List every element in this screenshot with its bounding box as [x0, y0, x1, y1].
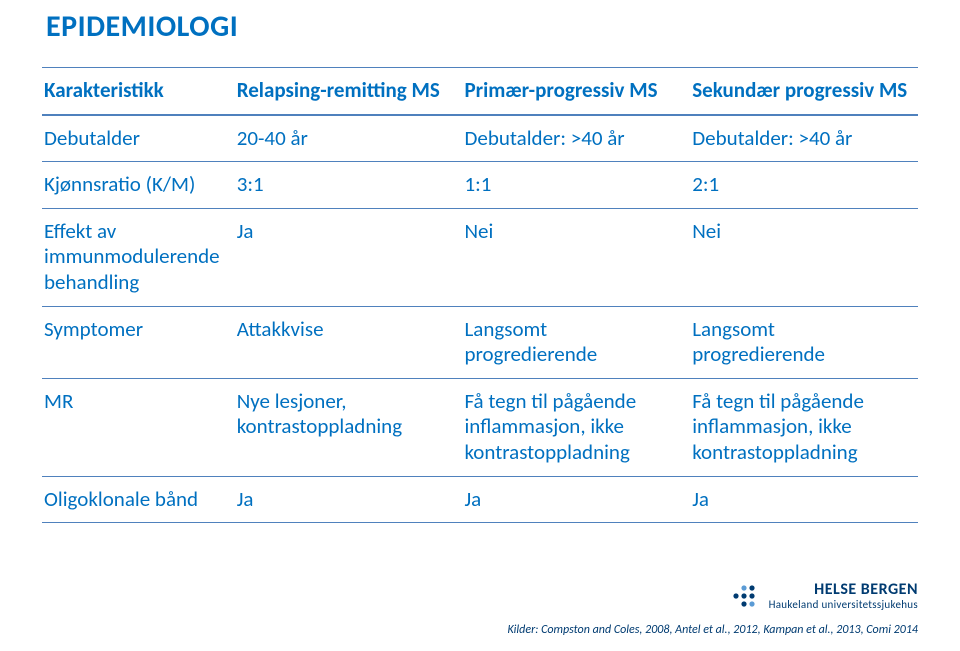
table-row: MR Nye lesjoner, kontrastoppladning Få t… [42, 378, 918, 476]
helse-bergen-logo: HELSE BERGEN Haukeland universitetssjuke… [729, 582, 918, 610]
cell: Ja [690, 476, 918, 523]
cell: 2:1 [690, 162, 918, 209]
table-header-row: Karakteristikk Relapsing-remitting MS Pr… [42, 68, 918, 115]
col-header: Primær-progressiv MS [462, 68, 690, 115]
cell: Nei [690, 208, 918, 306]
table-row: Oligoklonale bånd Ja Ja Ja [42, 476, 918, 523]
table-row: Symptomer Attakkvise Langsomt progredier… [42, 306, 918, 378]
table-row: Effekt av immunmodulerende behandling Ja… [42, 208, 918, 306]
cell: Kjønnsratio (K/M) [42, 162, 235, 209]
epidemiology-table: Karakteristikk Relapsing-remitting MS Pr… [42, 67, 918, 523]
col-header: Karakteristikk [42, 68, 235, 115]
cell: Langsomt progredierende [690, 306, 918, 378]
cell: Ja [235, 476, 463, 523]
cell: Nye lesjoner, kontrastoppladning [235, 378, 463, 476]
logo-sub-text: Haukeland universitetssjukehus [769, 599, 918, 611]
cell: Symptomer [42, 306, 235, 378]
cell: Få tegn til pågående inflammasjon, ikke … [690, 378, 918, 476]
cell: Ja [462, 476, 690, 523]
cell: Debutalder: >40 år [690, 115, 918, 162]
table-row: Debutalder 20-40 år Debutalder: >40 år D… [42, 115, 918, 162]
logo-main-text: HELSE BERGEN [769, 582, 918, 599]
cell: 20-40 år [235, 115, 463, 162]
cell: Ja [235, 208, 463, 306]
page-title: EPIDEMIOLOGI [46, 8, 918, 45]
logo-dots-icon [729, 584, 759, 608]
table-row: Kjønnsratio (K/M) 3:1 1:1 2:1 [42, 162, 918, 209]
cell: Debutalder [42, 115, 235, 162]
cell: Debutalder: >40 år [462, 115, 690, 162]
cell: 1:1 [462, 162, 690, 209]
cell: Oligoklonale bånd [42, 476, 235, 523]
cell: Nei [462, 208, 690, 306]
cell: Attakkvise [235, 306, 463, 378]
col-header: Sekundær progressiv MS [690, 68, 918, 115]
cell: 3:1 [235, 162, 463, 209]
cell: Langsomt progredierende [462, 306, 690, 378]
col-header: Relapsing-remitting MS [235, 68, 463, 115]
cell: Få tegn til pågående inflammasjon, ikke … [462, 378, 690, 476]
cell: MR [42, 378, 235, 476]
cell: Effekt av immunmodulerende behandling [42, 208, 235, 306]
citation-text: Kilder: Compston and Coles, 2008, Antel … [507, 623, 918, 637]
